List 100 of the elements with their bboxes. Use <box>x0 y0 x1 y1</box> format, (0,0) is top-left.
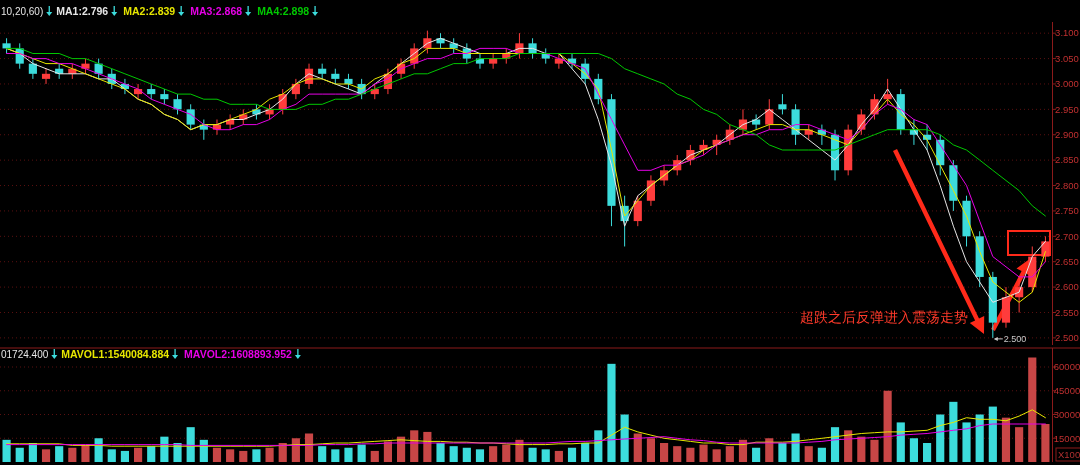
bar <box>686 447 695 462</box>
bar <box>725 446 734 462</box>
bar <box>462 447 471 462</box>
candlestick <box>1041 235 1050 263</box>
y-tick-label: 3.050 <box>1055 52 1079 64</box>
y-tick-label: 2.800 <box>1055 179 1079 191</box>
y-tick-label: 15000 <box>1053 432 1080 444</box>
y-tick-label: 2.700 <box>1055 230 1079 242</box>
bar <box>699 444 708 462</box>
bar <box>212 447 222 462</box>
bar <box>646 438 655 462</box>
text: MA2:2.839 <box>123 5 176 17</box>
bar <box>344 447 353 462</box>
bar <box>449 446 458 462</box>
candlestick <box>173 93 182 115</box>
bar <box>81 444 90 462</box>
bar <box>857 436 866 462</box>
annotation: 2.500 <box>1003 333 1027 344</box>
candlestick <box>778 93 787 115</box>
bar <box>804 446 813 462</box>
y-tick-label: 2.950 <box>1055 103 1079 115</box>
bar <box>633 433 642 462</box>
text: MA1:2.796 <box>56 5 109 17</box>
chart-subtitle: 10,20,60) <box>1 6 44 17</box>
bar <box>896 422 905 462</box>
bar <box>554 450 563 462</box>
bar <box>712 449 721 462</box>
bar <box>949 401 958 462</box>
bar <box>936 414 945 462</box>
bar <box>594 430 603 462</box>
bar <box>94 438 103 462</box>
bar <box>502 444 511 462</box>
y-tick-label: 3.100 <box>1055 27 1079 39</box>
bar <box>252 449 261 462</box>
bar <box>817 447 826 462</box>
bar <box>660 443 669 462</box>
bar <box>870 439 879 462</box>
bar <box>291 438 300 462</box>
line-series <box>6 409 1046 447</box>
bar <box>41 449 51 462</box>
bar <box>304 433 314 462</box>
bar <box>541 449 550 462</box>
candlestick <box>186 103 195 131</box>
bar <box>975 414 984 462</box>
bar <box>778 443 787 462</box>
bar <box>2 439 11 462</box>
text: MA4:2.898 <box>257 5 310 17</box>
text: MA3:2.868 <box>190 5 243 17</box>
candlestick <box>41 68 51 85</box>
bar <box>1028 357 1037 462</box>
bar <box>567 447 577 462</box>
bar <box>1015 427 1024 462</box>
bar <box>134 447 143 462</box>
bar <box>186 427 195 462</box>
bar <box>331 449 340 462</box>
y-tick-label: 2.650 <box>1055 256 1079 268</box>
bar <box>318 446 327 462</box>
bar <box>15 447 24 462</box>
bar <box>278 443 287 462</box>
y-tick-label: 2.900 <box>1055 129 1079 141</box>
y-tick-label: 2.750 <box>1055 205 1079 217</box>
bar <box>830 427 840 462</box>
annotation: 超跌之后反弹进入震荡走势 <box>800 309 968 325</box>
bar <box>752 447 761 462</box>
y-tick-label: 2.500 <box>1055 332 1079 344</box>
bar <box>147 446 156 462</box>
bar <box>620 414 629 462</box>
bar <box>581 443 590 462</box>
bar <box>120 450 129 462</box>
text: MAVOL2:1608893.952 <box>184 348 293 360</box>
y-tick-label: 60000 <box>1053 361 1080 373</box>
bar <box>370 450 379 462</box>
bar <box>923 443 932 462</box>
bar <box>962 422 971 462</box>
bar <box>1041 424 1050 462</box>
bar <box>107 449 116 462</box>
y-tick-label: 3.000 <box>1055 78 1079 90</box>
bar <box>436 443 445 462</box>
text: MAVOL1:1540084.884 <box>61 348 170 360</box>
bar <box>265 447 274 462</box>
bar <box>239 450 248 462</box>
bar <box>673 446 682 462</box>
chart-subtitle: 01724.400 <box>1 349 49 360</box>
bar <box>607 363 616 462</box>
bar <box>55 446 64 462</box>
y-tick-label: 30000 <box>1053 408 1080 420</box>
bar <box>383 441 392 462</box>
bar <box>765 438 774 462</box>
bar <box>988 406 997 462</box>
bar <box>909 438 918 462</box>
bar <box>883 390 892 462</box>
bar <box>489 446 498 462</box>
y-tick-label: 2.850 <box>1055 154 1079 166</box>
line-series <box>6 423 1046 446</box>
text: X100 <box>1058 449 1080 460</box>
bar <box>68 447 77 462</box>
candlestick <box>633 195 642 227</box>
bar <box>410 430 419 462</box>
y-tick-label: 45000 <box>1053 385 1080 397</box>
candlestick <box>646 174 655 207</box>
